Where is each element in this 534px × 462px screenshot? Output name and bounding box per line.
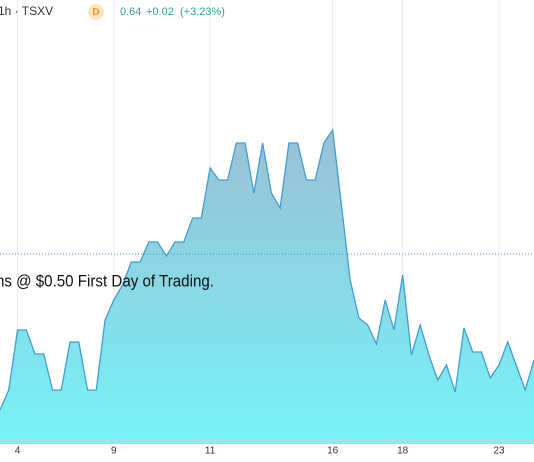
symbol: 1h · TSXV <box>0 4 53 18</box>
line <box>0 128 534 411</box>
x-tick-label: 11 <box>205 446 216 457</box>
area <box>0 130 534 444</box>
badge: D <box>92 7 99 18</box>
change-pct: (+3.23%) <box>180 6 225 18</box>
x-tick-label: 23 <box>493 446 505 457</box>
x-tick-label: 18 <box>397 446 409 457</box>
x-tick-label: 16 <box>327 446 339 457</box>
annotation: ns @ $0.50 First Day of Trading. <box>0 271 214 290</box>
plot <box>0 128 534 444</box>
price: 0.64 <box>120 6 141 18</box>
x-tick-label: 9 <box>111 446 117 457</box>
x-tick-label: 4 <box>15 446 21 457</box>
badge-circle <box>88 4 104 20</box>
change: +0.02 <box>146 6 174 18</box>
